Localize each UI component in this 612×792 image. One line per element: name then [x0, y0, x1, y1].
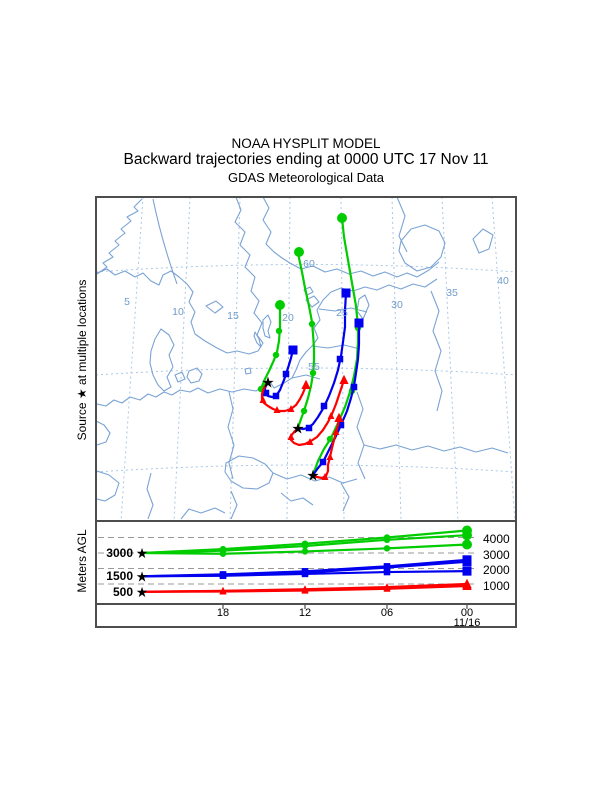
time-tick-18: 18	[216, 607, 230, 619]
lat-label-55: 55	[308, 361, 320, 373]
lon-label-10: 10	[172, 306, 184, 318]
profile-series-green-a	[140, 525, 472, 555]
profile-series-green-c	[140, 539, 472, 557]
trajectory-blue-2	[296, 288, 351, 432]
svg-text:★: ★	[136, 546, 149, 562]
lon-label-20: 20	[282, 312, 294, 324]
svg-text:★: ★	[261, 373, 274, 391]
lon-label-25: 25	[336, 307, 348, 319]
plot-subtitle: Backward trajectories ending at 0000 UTC…	[123, 151, 489, 168]
svg-text:★: ★	[291, 419, 304, 437]
time-tick-00: 00	[460, 607, 474, 619]
source-locations-label: Source ★ at multiple locations	[75, 279, 89, 441]
svg-text:★: ★	[136, 569, 149, 585]
lon-label-35: 35	[446, 287, 458, 299]
lon-label-5: 5	[124, 296, 130, 308]
map-trajectories	[257, 213, 364, 480]
time-tick-12: 12	[298, 607, 312, 619]
trajectory-blue-3	[311, 318, 364, 477]
met-data-label: GDAS Meteorological Data	[227, 170, 385, 185]
lon-label-30: 30	[391, 299, 403, 311]
profile-start-label-1500: 1500	[106, 569, 133, 584]
date-label: 11/16	[453, 616, 481, 629]
lon-label-15: 15	[227, 310, 239, 322]
profile-series-red-c	[140, 580, 472, 595]
profile-series-blue-c	[140, 566, 472, 580]
trajectory-red-2	[287, 374, 349, 447]
lat-label-60: 60	[303, 258, 315, 270]
svg-text:★: ★	[136, 585, 149, 601]
meters-agl-label: Meters AGL	[75, 529, 89, 593]
profile-start-label-500: 500	[112, 584, 133, 599]
coastlines	[97, 198, 509, 520]
profile-start-label-3000: 3000	[106, 546, 133, 560]
lon-label-40: 40	[497, 275, 509, 287]
source-star-markers: ★★★★★★	[136, 373, 320, 600]
profile-grid-label-1000: 1000	[483, 578, 510, 593]
profile-grid-label-3000: 3000	[483, 547, 510, 562]
time-tick-06: 06	[380, 607, 394, 619]
plot-title: NOAA HYSPLIT MODEL	[231, 136, 381, 151]
graticule	[97, 198, 515, 520]
svg-text:★: ★	[306, 466, 319, 484]
time-axis-frame	[95, 603, 517, 628]
map-background	[97, 198, 515, 520]
trajectory-green-2	[294, 247, 317, 430]
profile-series	[140, 525, 472, 595]
panel-frames	[95, 196, 517, 628]
trajectory-blue-1	[262, 345, 298, 400]
trajectory-red-1	[259, 379, 311, 413]
profile-grid-label-2000: 2000	[483, 563, 510, 577]
profile-grid-label-4000: 4000	[483, 532, 510, 546]
trajectory-red-3	[311, 412, 344, 480]
